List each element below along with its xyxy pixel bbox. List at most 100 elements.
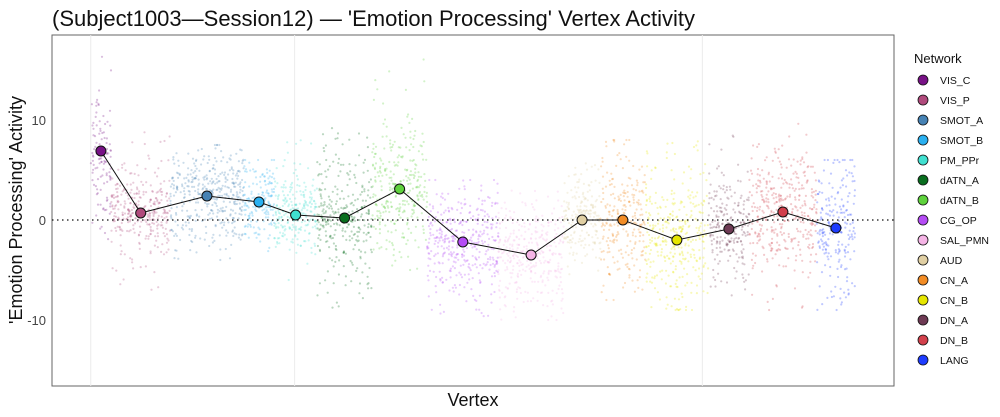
scatter-point: [135, 192, 138, 195]
scatter-point: [392, 248, 396, 251]
scatter-point: [128, 210, 131, 213]
scatter-point: [292, 172, 295, 175]
scatter-point: [585, 168, 589, 171]
scatter-point: [453, 284, 456, 287]
scatter-point: [453, 221, 456, 224]
scatter-point: [330, 127, 334, 130]
scatter-point: [579, 234, 582, 237]
scatter-point: [435, 275, 438, 279]
scatter-point: [570, 217, 573, 220]
scatter-point: [250, 190, 253, 193]
scatter-point: [447, 245, 451, 248]
scatter-point: [607, 247, 610, 250]
scatter-point: [155, 239, 158, 242]
scatter-point: [482, 315, 485, 318]
scatter-point: [426, 274, 429, 277]
scatter-point: [721, 239, 724, 242]
scatter-point: [498, 284, 501, 287]
scatter-point: [193, 162, 196, 165]
scatter-point: [481, 242, 484, 245]
scatter-point: [389, 146, 392, 149]
scatter-point: [674, 265, 678, 268]
scatter-point: [441, 196, 444, 200]
scatter-point: [837, 248, 841, 251]
scatter-point: [270, 188, 273, 191]
scatter-point: [397, 154, 401, 157]
scatter-point: [615, 234, 619, 237]
scatter-point: [802, 221, 805, 224]
scatter-point: [783, 238, 786, 241]
scatter-point: [389, 201, 392, 204]
scatter-point: [772, 229, 775, 232]
scatter-point: [588, 220, 591, 223]
scatter-point: [756, 167, 760, 171]
scatter-point: [695, 284, 699, 287]
scatter-point: [274, 227, 278, 230]
scatter-point: [187, 189, 190, 193]
scatter-point: [470, 243, 473, 246]
scatter-point: [284, 212, 287, 215]
scatter-point: [759, 181, 762, 184]
scatter-point: [528, 222, 532, 225]
scatter-point: [821, 231, 824, 234]
scatter-point: [474, 245, 477, 248]
scatter-point: [289, 227, 292, 230]
scatter-point: [436, 236, 439, 239]
scatter-point: [370, 186, 373, 189]
scatter-point: [705, 194, 708, 197]
scatter-point: [612, 256, 615, 259]
scatter-point: [449, 219, 452, 222]
scatter-point: [237, 174, 240, 177]
mean-point-datn_a: [339, 212, 351, 224]
scatter-point: [364, 251, 367, 254]
scatter-point: [702, 290, 705, 293]
scatter-point: [780, 225, 783, 228]
scatter-point: [763, 200, 766, 203]
scatter-point: [263, 175, 266, 178]
scatter-point: [761, 209, 764, 212]
scatter-point: [627, 200, 631, 203]
scatter-point: [568, 252, 571, 255]
scatter-point: [412, 209, 415, 212]
scatter-point: [516, 247, 519, 250]
scatter-point: [425, 158, 428, 161]
scatter-point: [808, 243, 811, 246]
scatter-point: [814, 224, 817, 227]
scatter-point: [336, 188, 339, 191]
scatter-point: [363, 224, 366, 227]
scatter-point: [412, 137, 415, 141]
scatter-point: [498, 296, 501, 299]
scatter-point: [663, 255, 666, 258]
scatter-point: [825, 251, 828, 254]
scatter-point: [105, 172, 108, 175]
scatter-point: [500, 318, 503, 321]
scatter-point: [179, 191, 182, 194]
scatter-point: [661, 269, 664, 272]
scatter-point: [819, 218, 822, 221]
scatter-point: [725, 243, 728, 246]
scatter-point: [413, 204, 416, 207]
scatter-point: [563, 215, 566, 218]
scatter-point: [663, 256, 667, 259]
scatter-point: [847, 243, 850, 246]
legend-label: SMOT_B: [940, 135, 983, 147]
scatter-point: [242, 185, 246, 189]
scatter-point: [685, 305, 688, 308]
scatter-point: [391, 145, 394, 149]
scatter-point: [126, 216, 129, 219]
scatter-point: [735, 236, 738, 239]
scatter-point: [632, 196, 635, 199]
scatter-point: [715, 194, 718, 197]
scatter-point: [449, 276, 452, 279]
scatter-point: [213, 239, 216, 242]
scatter-point: [715, 242, 718, 245]
scatter-point: [122, 188, 125, 192]
scatter-point: [771, 247, 774, 250]
scatter-point: [372, 225, 375, 228]
scatter-point: [92, 121, 95, 124]
scatter-point: [190, 169, 193, 172]
scatter-point: [494, 201, 497, 204]
scatter-point: [340, 206, 343, 209]
scatter-point: [441, 192, 444, 195]
scatter-point: [310, 142, 313, 145]
